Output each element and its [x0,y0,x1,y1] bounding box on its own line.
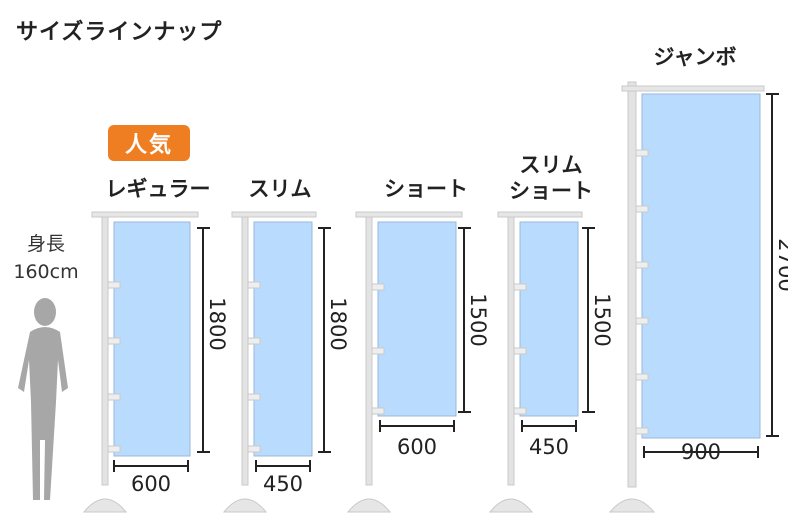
banner-slim [222,211,331,513]
width-label-short: 600 [397,435,437,459]
width-label-regular: 600 [131,472,171,496]
width-label-slim-short: 450 [529,435,569,459]
label-slim: スリム [230,176,330,202]
label-jumbo-line1: ジャンボ [653,45,737,69]
label-slim-line1: スリム [248,177,312,201]
banner-regular [82,211,210,513]
popular-badge: 人気 [108,125,190,161]
height-label-jumbo: 2700 [774,238,788,291]
label-jumbo: ジャンボ [640,44,750,70]
label-slim-short-line1: スリム [519,153,583,177]
human-silhouette [18,298,68,500]
banner-short [346,211,471,513]
height-label-slim: 1800 [326,297,350,350]
width-label-jumbo: 900 [681,440,721,464]
height-label-slim-short: 1500 [590,293,614,346]
height-label-regular: 1800 [205,297,229,350]
label-slim-short-line2: ショート [509,179,593,203]
banner-jumbo [608,81,779,513]
label-short-line1: ショート [384,177,468,201]
label-slim-short: スリム ショート [496,152,606,204]
human-height-line2: 160cm [13,261,79,283]
human-height-line1: 身長 [26,233,65,255]
width-label-slim: 450 [263,472,303,496]
banner-slim-short [488,211,595,513]
label-regular: レギュラー [88,176,228,202]
height-label-short: 1500 [466,293,490,346]
label-regular-line1: レギュラー [105,177,211,201]
page-title: サイズラインナップ [16,20,223,45]
label-short: ショート [374,176,478,202]
human-height-label: 身長 160cm [0,230,92,286]
